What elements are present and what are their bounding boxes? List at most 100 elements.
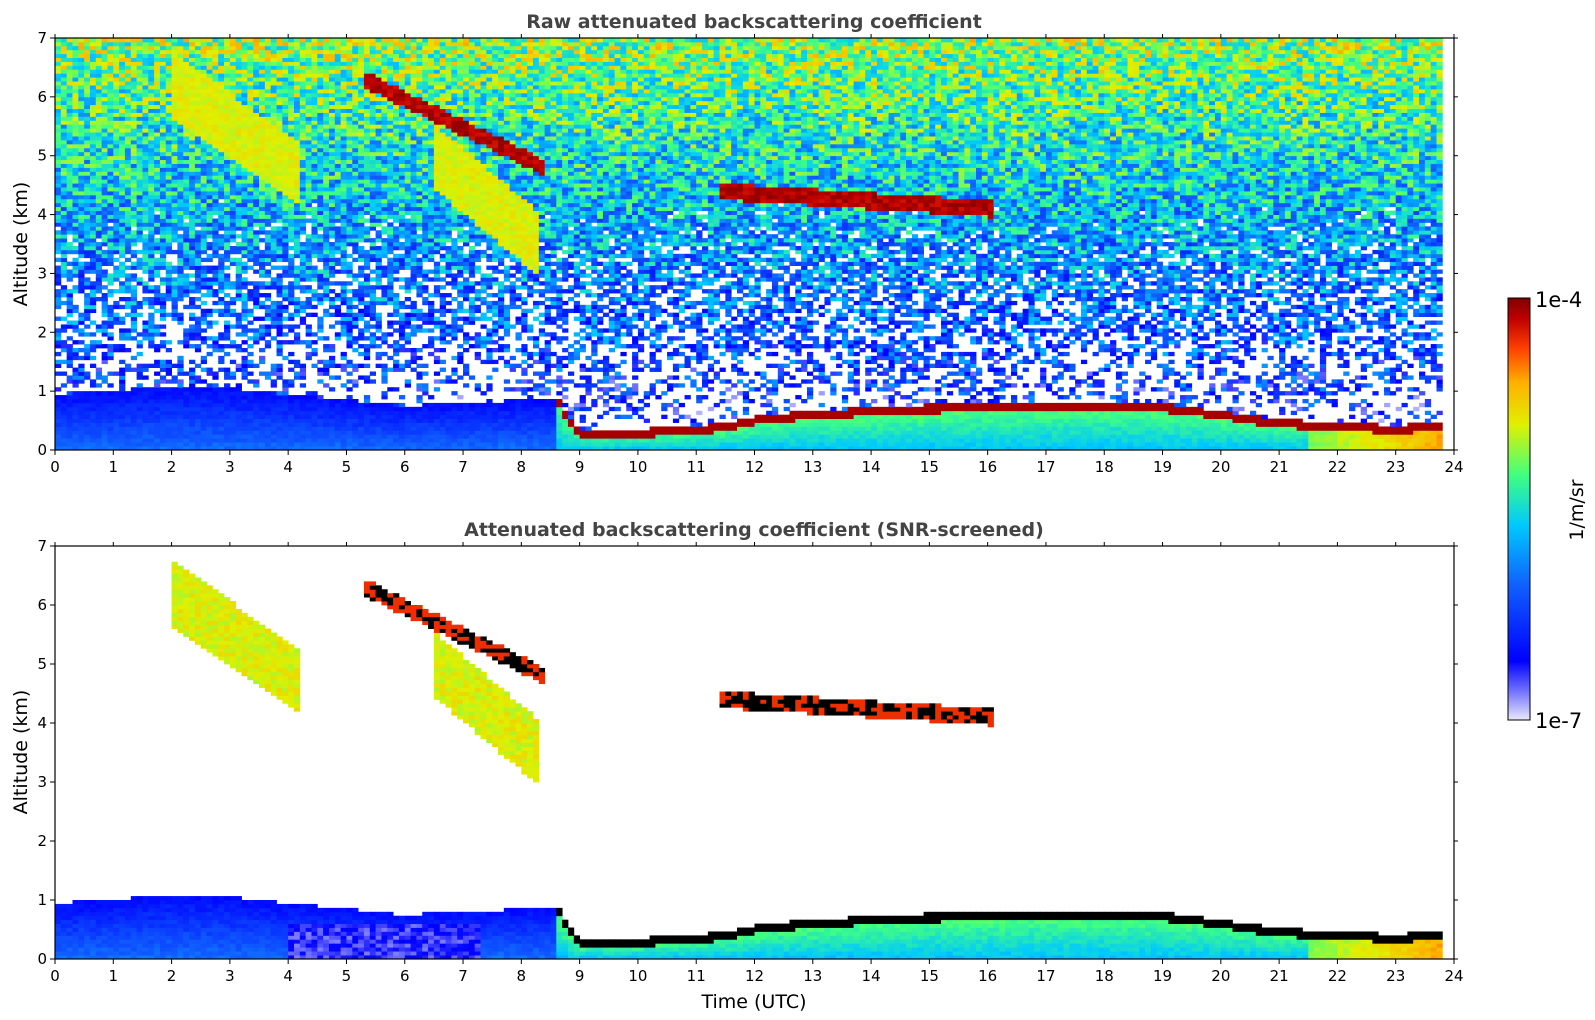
heatmap-cell — [200, 194, 207, 200]
heatmap-cell — [218, 179, 225, 184]
heatmap-cell — [165, 104, 172, 110]
heatmap-cell — [212, 175, 219, 180]
heatmap-cell — [183, 124, 190, 129]
heatmap-cell — [352, 85, 359, 90]
heatmap-cell — [66, 324, 73, 329]
heatmap-cell — [66, 206, 73, 212]
heatmap-cell — [253, 398, 260, 404]
heatmap-cell — [346, 371, 353, 376]
heatmap-cell — [264, 61, 272, 66]
heatmap-cell — [136, 61, 143, 66]
heatmap-cell — [194, 124, 202, 129]
heatmap-cell — [119, 65, 126, 70]
heatmap-cell — [276, 410, 283, 416]
heatmap-cell — [224, 159, 231, 164]
heatmap-cell — [235, 434, 242, 439]
heatmap-cell — [148, 179, 155, 184]
heatmap-cell — [124, 38, 132, 43]
heatmap-cell — [229, 198, 237, 204]
heatmap-cell — [259, 73, 266, 78]
heatmap-cell — [55, 151, 62, 157]
heatmap-cell — [282, 132, 289, 137]
heatmap-cell — [369, 402, 376, 408]
heatmap-cell — [276, 265, 283, 270]
heatmap-cell — [253, 214, 260, 219]
heatmap-cell — [317, 238, 324, 243]
heatmap-cell — [282, 446, 289, 450]
heatmap-cell — [224, 293, 231, 298]
heatmap-cell — [264, 406, 272, 412]
heatmap-cell — [154, 383, 161, 388]
heatmap-cell — [352, 363, 359, 368]
heatmap-cell — [194, 147, 202, 153]
heatmap-cell — [200, 151, 207, 157]
heatmap-cell — [66, 218, 73, 223]
heatmap-cell — [101, 226, 108, 231]
heatmap-cell — [148, 344, 155, 349]
heatmap-cell — [159, 128, 167, 133]
heatmap-cell — [235, 198, 242, 204]
heatmap-cell — [363, 344, 371, 349]
heatmap-cell — [189, 38, 196, 43]
heatmap-cell — [101, 332, 108, 337]
heatmap-cell — [107, 249, 114, 255]
heatmap-cell — [165, 391, 172, 396]
heatmap-cell — [352, 136, 359, 141]
heatmap-cell — [200, 81, 207, 86]
heatmap-cell — [328, 147, 336, 153]
heatmap-cell — [78, 273, 85, 278]
heatmap-cell — [352, 73, 359, 78]
heatmap-cell — [189, 140, 196, 145]
heatmap-cell — [270, 191, 277, 196]
heatmap-cell — [346, 446, 353, 450]
heatmap-cell — [72, 191, 79, 196]
heatmap-cell — [95, 155, 103, 161]
heatmap-cell — [323, 194, 330, 200]
heatmap-cell — [194, 242, 202, 247]
heatmap-cell — [194, 347, 202, 353]
heatmap-cell — [101, 418, 108, 423]
heatmap-cell — [113, 100, 120, 106]
heatmap-cell — [183, 89, 190, 94]
heatmap-cell — [323, 289, 330, 294]
heatmap-cell — [311, 410, 318, 416]
heatmap-cell — [294, 81, 301, 86]
heatmap-cell — [148, 85, 155, 90]
heatmap-cell — [259, 183, 266, 188]
heatmap-cell — [276, 293, 283, 298]
heatmap-cell — [270, 257, 277, 263]
heatmap-cell — [334, 261, 342, 266]
heatmap-cell — [194, 183, 202, 188]
heatmap-cell — [253, 363, 260, 368]
heatmap-cell — [78, 159, 85, 164]
heatmap-cell — [276, 249, 283, 255]
heatmap-cell — [142, 438, 149, 443]
heatmap-cell — [346, 434, 353, 439]
heatmap-cell — [369, 285, 376, 290]
heatmap-cell — [323, 273, 330, 278]
heatmap-cell — [101, 53, 108, 59]
heatmap-cell — [200, 414, 207, 420]
heatmap-cell — [189, 316, 196, 321]
heatmap-cell — [124, 151, 132, 157]
heatmap-cell — [288, 402, 295, 408]
heatmap-cell — [305, 328, 312, 333]
heatmap-cell — [241, 187, 248, 192]
heatmap-cell — [101, 194, 108, 200]
heatmap-cell — [270, 265, 277, 270]
heatmap-cell — [212, 65, 219, 70]
heatmap-cell — [200, 379, 207, 384]
heatmap-cell — [200, 410, 207, 416]
heatmap-cell — [340, 293, 347, 298]
heatmap-cell — [299, 140, 307, 145]
heatmap-cell — [334, 183, 342, 188]
heatmap-cell — [206, 85, 213, 90]
heatmap-cell — [259, 140, 266, 145]
heatmap-cell — [136, 398, 143, 404]
heatmap-cell — [270, 434, 277, 439]
heatmap-cell — [171, 430, 178, 435]
heatmap-cell — [241, 222, 248, 227]
heatmap-cell — [247, 351, 254, 357]
heatmap-cell — [171, 312, 178, 317]
heatmap-cell — [323, 446, 330, 450]
